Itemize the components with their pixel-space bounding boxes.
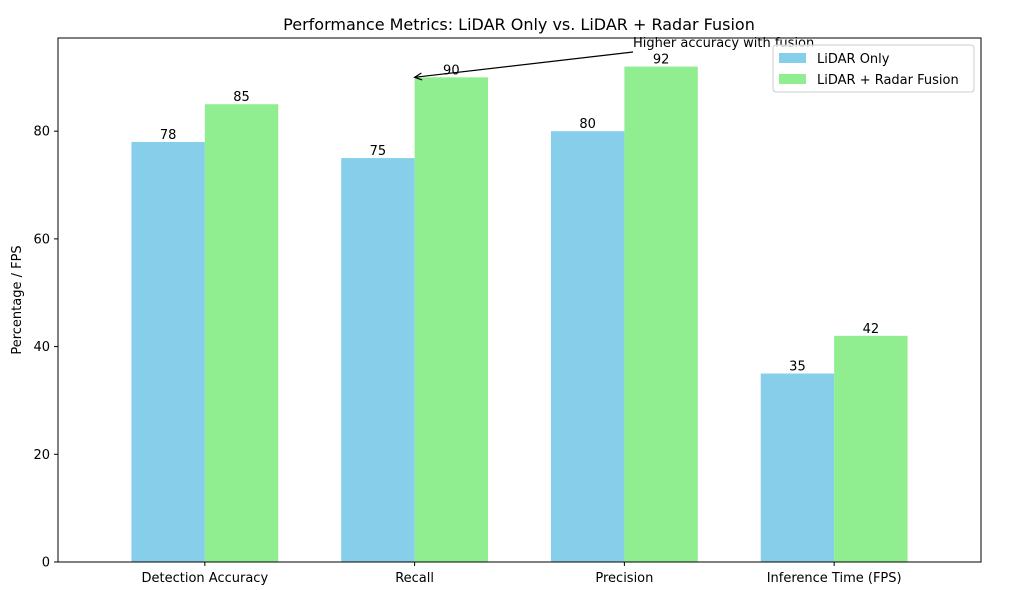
x-tick-label: Inference Time (FPS): [767, 571, 902, 586]
y-tick-label: 60: [33, 232, 50, 247]
data-label: 92: [653, 53, 670, 68]
bar: [414, 77, 489, 562]
plot-frame: [57, 37, 982, 563]
data-label: 75: [370, 144, 387, 159]
y-tick-label: 80: [33, 125, 50, 140]
legend-label: LiDAR Only: [817, 52, 890, 67]
y-tick-label: 20: [33, 448, 50, 463]
data-labels-layer: 78 75 80 35 85 90 92 42: [160, 53, 879, 375]
y-axis-label: Percentage / FPS: [10, 245, 25, 354]
bars-layer: [131, 66, 908, 563]
legend-swatch: [779, 74, 806, 84]
data-label: 80: [579, 117, 596, 132]
x-axis: Detection Accuracy Recall Precision Inferen…: [142, 562, 902, 586]
annotation-arrowhead: [413, 72, 423, 81]
x-tick-label: Detection Accuracy: [142, 571, 269, 586]
data-label: 78: [160, 128, 177, 143]
y-axis: 0 20 40 60 80: [33, 125, 58, 571]
bar: [624, 66, 698, 562]
legend-box: [772, 44, 975, 93]
bar: [131, 141, 205, 562]
y-tick-label: 0: [42, 556, 50, 571]
bar: [341, 158, 415, 563]
annotation: Higher accuracy with fusion: [413, 36, 814, 81]
y-tick-label: 40: [33, 340, 50, 355]
legend: LiDAR Only LiDAR + Radar Fusion: [772, 44, 975, 93]
x-tick-label: Precision: [595, 571, 653, 586]
x-tick-label: Recall: [395, 571, 434, 586]
bar: [204, 104, 279, 563]
data-label: 35: [789, 360, 806, 375]
bar: [834, 335, 908, 562]
data-label: 90: [443, 63, 460, 78]
chart-title: Performance Metrics: LiDAR Only vs. LiDA…: [283, 15, 755, 34]
data-label: 85: [233, 90, 250, 105]
annotation-text: Higher accuracy with fusion: [633, 36, 814, 51]
bar: [550, 131, 625, 562]
data-label: 42: [863, 322, 880, 337]
bar: [760, 373, 835, 562]
annotation-arrow: [414, 51, 634, 78]
legend-swatch: [779, 53, 806, 63]
legend-label: LiDAR + Radar Fusion: [817, 73, 959, 88]
